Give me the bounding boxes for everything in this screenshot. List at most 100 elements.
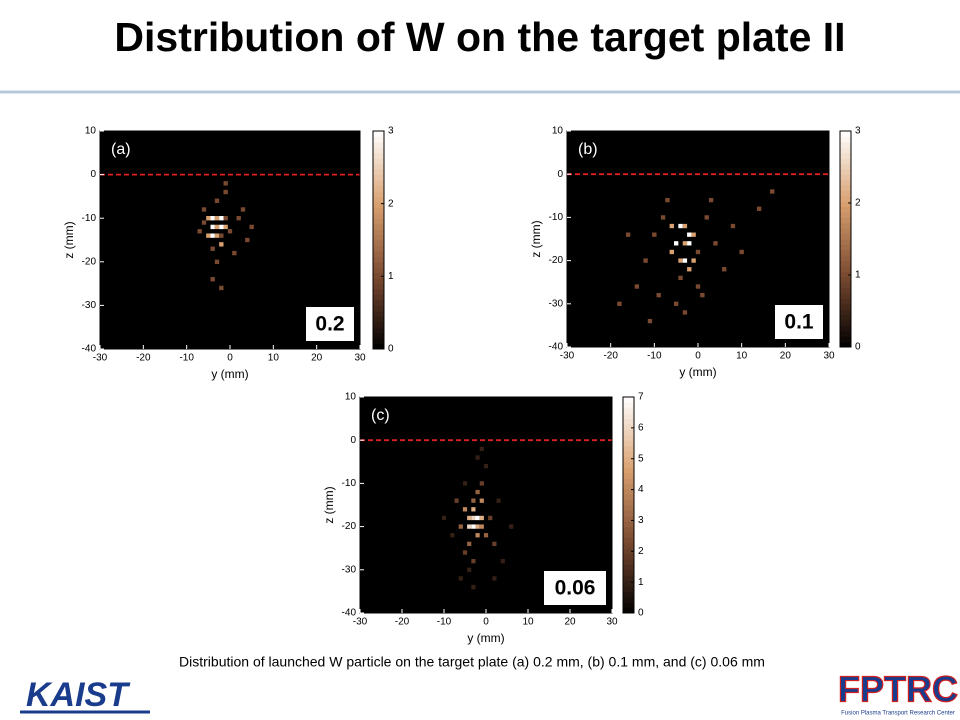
colorbar-step <box>373 256 384 263</box>
x-tick-label: 0 <box>227 353 233 364</box>
colorbar-tick-label: 2 <box>388 198 394 209</box>
heat-cell <box>450 533 455 538</box>
heat-cell <box>471 507 476 512</box>
left-logo: KAIST <box>26 676 131 714</box>
colorbar-step <box>840 233 851 240</box>
colorbar-step <box>623 440 634 447</box>
heat-cell <box>656 293 661 298</box>
colorbar-step <box>840 158 851 164</box>
x-tick-label: -30 <box>353 617 368 628</box>
y-tick-label: -20 <box>549 255 564 266</box>
colorbar-step <box>840 266 851 272</box>
y-tick-label: -30 <box>549 298 564 309</box>
colorbar-step <box>840 330 851 337</box>
colorbar-step <box>840 136 851 143</box>
colorbar-step <box>623 532 634 538</box>
y-tick-label: -30 <box>342 564 357 575</box>
panel-label: (c) <box>371 407 390 424</box>
colorbar-step <box>623 591 634 598</box>
y-axis-label: z (mm) <box>529 220 543 257</box>
colorbar-step <box>373 190 384 197</box>
colorbar-step <box>840 174 851 181</box>
x-axis-label: y (mm) <box>211 367 248 381</box>
colorbar-step <box>373 169 384 176</box>
heat-cell <box>206 233 211 238</box>
heat-cell <box>691 232 696 237</box>
heat-cell <box>214 198 220 203</box>
colorbar-step <box>840 195 851 202</box>
heat-cell <box>479 481 484 486</box>
colorbar-step <box>840 168 851 175</box>
colorbar-step <box>623 467 634 474</box>
x-tick-label: -30 <box>93 353 108 364</box>
x-tick-label: -10 <box>179 353 194 364</box>
heat-cell <box>210 233 215 238</box>
annotation-box <box>544 571 606 605</box>
colorbar-step <box>840 152 851 159</box>
x-tick-label: 10 <box>736 351 748 362</box>
right-logo: FPTRC <box>838 669 958 710</box>
heat-cell <box>634 284 640 289</box>
colorbar-step <box>623 575 634 582</box>
x-tick-label: -20 <box>395 617 410 628</box>
colorbar-step <box>840 320 851 326</box>
heat-cell <box>462 550 468 555</box>
colorbar-step <box>623 407 634 414</box>
heat-cell <box>673 241 679 246</box>
colorbar-step <box>373 234 384 241</box>
colorbar-step <box>623 488 634 495</box>
heat-cell <box>458 524 463 529</box>
colorbar-step <box>623 397 634 403</box>
colorbar-step <box>373 152 384 159</box>
colorbar-step <box>840 239 851 245</box>
heat-cell <box>467 524 472 529</box>
colorbar-step <box>623 472 634 479</box>
colorbar-step <box>840 163 851 170</box>
colorbar-step <box>623 445 634 452</box>
colorbar-step <box>840 282 851 289</box>
y-tick-label: -10 <box>342 478 357 489</box>
colorbar-step <box>623 413 634 420</box>
colorbar-step <box>840 201 851 208</box>
heat-cell <box>245 237 250 243</box>
heat-cell <box>652 232 657 237</box>
y-tick-label: -10 <box>82 213 97 224</box>
colorbar-step <box>373 158 384 165</box>
heat-cell <box>471 524 476 529</box>
colorbar-step <box>373 185 384 192</box>
heat-cell <box>643 258 648 263</box>
colorbar-tick-label: 3 <box>638 515 644 526</box>
colorbar-tick-label: 2 <box>638 546 644 557</box>
colorbar-step <box>373 147 384 154</box>
x-tick-label: 10 <box>268 353 280 364</box>
heat-cell <box>770 189 775 194</box>
y-tick-label: -40 <box>82 344 97 355</box>
colorbar-frame <box>372 130 385 350</box>
colorbar-step <box>840 260 851 267</box>
panel-label: (b) <box>578 141 598 158</box>
heat-cell <box>500 559 505 564</box>
colorbar-step <box>840 293 851 299</box>
heat-cell <box>214 233 220 238</box>
x-axis-label: y (mm) <box>467 631 504 645</box>
x-tick-label: 10 <box>522 617 534 628</box>
heat-cell <box>695 284 701 289</box>
annotation: 0.1 <box>784 311 814 334</box>
colorbar-step <box>373 278 384 285</box>
heat-cell <box>197 229 202 234</box>
heat-cell <box>467 515 472 521</box>
colorbar-step <box>623 521 634 528</box>
colorbar-step <box>623 580 634 587</box>
colorbar-step <box>623 499 634 506</box>
colorbar-step <box>840 185 851 191</box>
colorbar-step <box>623 607 634 614</box>
heat-cell <box>660 215 666 220</box>
heat-cell <box>232 250 237 256</box>
heat-cell <box>695 249 701 255</box>
colorbar-step <box>840 228 851 235</box>
heat-cell <box>492 541 497 547</box>
colorbar-tick-label: 0 <box>638 608 644 619</box>
heat-cell <box>483 463 489 469</box>
heat-cell <box>492 576 497 581</box>
colorbar-step <box>373 223 384 230</box>
